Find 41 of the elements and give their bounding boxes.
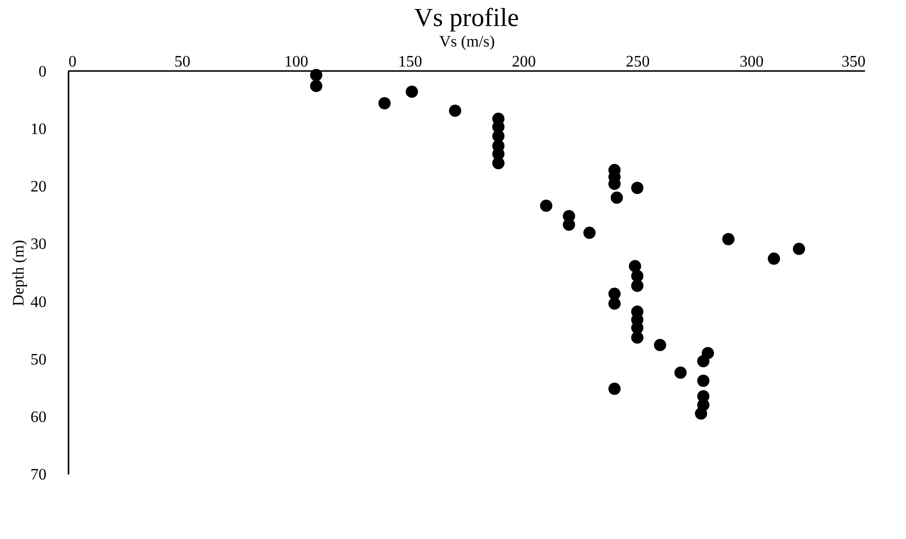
y-tick-label: 30 — [30, 236, 46, 254]
point — [608, 382, 621, 395]
point — [492, 130, 505, 142]
chart-title: Vs profile — [414, 3, 519, 32]
x-tick-label: 100 — [284, 54, 308, 70]
point — [378, 97, 391, 110]
y-tick-label: 40 — [30, 294, 46, 311]
point — [631, 331, 644, 344]
point — [492, 157, 505, 170]
x-tick-label: 200 — [512, 54, 536, 70]
point — [722, 232, 734, 246]
point — [610, 192, 623, 204]
y-tick-label: 60 — [30, 408, 46, 426]
point — [583, 226, 596, 239]
point — [654, 338, 666, 352]
point — [792, 242, 806, 256]
x-tick-label: 350 — [842, 54, 866, 70]
point — [608, 297, 621, 310]
point — [697, 355, 710, 368]
point — [674, 366, 687, 379]
y-tick-label: 20 — [30, 178, 46, 196]
x-tick-label: 150 — [398, 54, 422, 70]
y-tick-label: 50 — [30, 351, 46, 368]
point — [694, 407, 708, 420]
point — [697, 374, 710, 387]
point — [310, 80, 322, 92]
point — [631, 182, 644, 194]
point — [448, 104, 462, 117]
point — [768, 252, 780, 265]
x-tick-label: 50 — [174, 54, 190, 70]
x-tick-label: 300 — [740, 54, 764, 70]
x-tick-label: 0 — [68, 54, 76, 70]
y-tick-label: 70 — [30, 466, 46, 484]
point — [631, 280, 644, 292]
point — [540, 200, 552, 212]
point — [562, 218, 576, 231]
x-tick-label: 250 — [626, 54, 650, 70]
x-axis-title: Vs (m/s) — [439, 34, 495, 50]
point — [406, 86, 418, 98]
y-axis-title: Depth (m) — [10, 240, 28, 306]
y-tick-label: 10 — [30, 121, 46, 138]
